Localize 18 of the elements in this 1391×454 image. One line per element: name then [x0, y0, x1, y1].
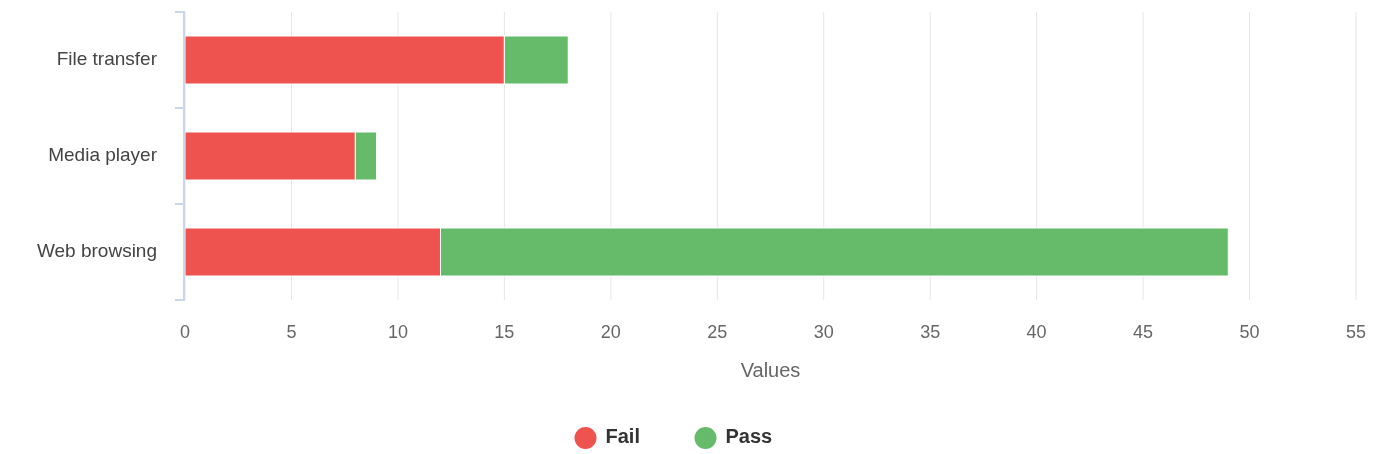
x-tick-label: 45 [1133, 322, 1154, 342]
x-tick-label: 5 [286, 322, 297, 342]
x-tick-label: 10 [387, 322, 408, 342]
y-tick-label: File transfer [56, 48, 158, 70]
x-tick-label: 40 [1026, 322, 1047, 342]
x-tick-label: 50 [1239, 322, 1260, 342]
x-tick-label: 30 [813, 322, 834, 342]
x-tick-label: 55 [1345, 322, 1367, 342]
x-tick-label: 0 [179, 322, 191, 342]
y-tick-label: Media player [48, 144, 158, 166]
x-tick-label: 25 [707, 322, 728, 342]
legend-label: Pass [725, 425, 773, 448]
x-tick-label: 15 [494, 322, 515, 342]
x-tick-label: 35 [920, 322, 941, 342]
x-tick-label: 20 [600, 322, 621, 342]
x-axis-title: Values [740, 359, 801, 381]
legend-label: Fail [605, 425, 640, 448]
y-tick-label: Web browsing [36, 240, 157, 262]
